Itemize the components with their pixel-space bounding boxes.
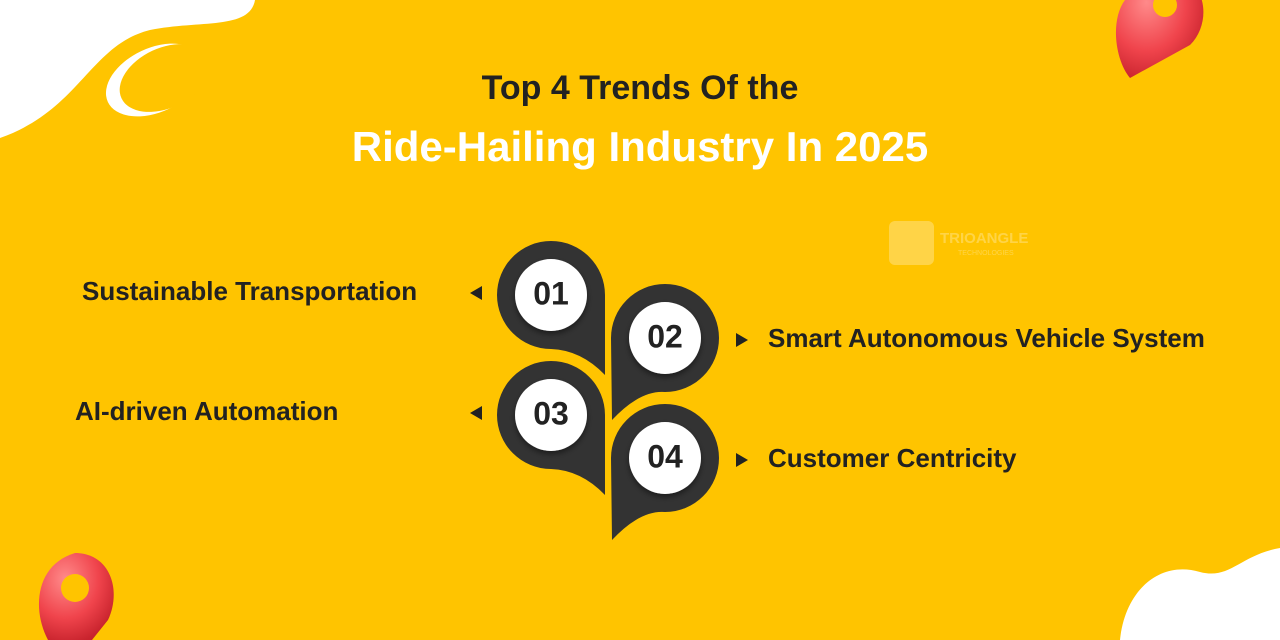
pointer-arrow: [470, 406, 482, 420]
logo-tagline: TECHNOLOGIES: [958, 250, 1014, 257]
item-number: 02: [647, 318, 683, 354]
location-pin: [1115, 0, 1204, 78]
number-badge: [629, 422, 701, 494]
pointer-arrow: [736, 333, 748, 347]
title: Top 4 Trends Of the: [482, 69, 799, 107]
number-badge: [515, 379, 587, 451]
number-badge: [629, 302, 701, 374]
item-number: 01: [533, 275, 569, 311]
number-badge: [515, 259, 587, 331]
logo-name: TRIOANGLE: [940, 230, 1028, 247]
pointer-arrow: [736, 453, 748, 467]
item-label: Sustainable Transportation: [82, 276, 417, 306]
item-number: 04: [647, 438, 683, 474]
trend-list: 01 Sustainable Transportation 02 Smart Auto…: [75, 241, 1205, 540]
pointer-arrow: [470, 286, 482, 300]
logo-watermark: TRIOANGLE TECHNOLOGIES: [889, 221, 1028, 265]
blob: [0, 0, 255, 138]
blob-hole: [119, 44, 211, 112]
item-label: Smart Autonomous Vehicle System: [768, 323, 1205, 353]
item-label: AI-driven Automation: [75, 396, 338, 426]
location-pin: [38, 553, 114, 640]
title: Ride-Hailing Industry In 2025: [352, 123, 928, 170]
item-label: Customer Centricity: [768, 443, 1017, 473]
blob: [1120, 548, 1280, 640]
item-number: 03: [533, 395, 569, 431]
